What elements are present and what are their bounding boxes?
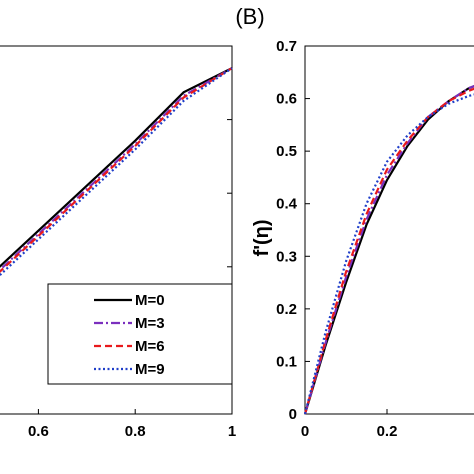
panel-b-axes-box bbox=[304, 45, 474, 415]
panel-b-x-tick-label: 0.2 bbox=[377, 423, 398, 440]
panel-a-legend: M=0 M=3 M=6 M=9 bbox=[47, 283, 233, 385]
panel-b-series-line bbox=[303, 87, 474, 415]
panel-b-y-tick-label: 0.7 bbox=[276, 38, 297, 55]
panel-a-series-line bbox=[0, 67, 233, 272]
legend-entry-label: M=3 bbox=[135, 315, 165, 332]
panel-b-y-tick-label: 0.5 bbox=[276, 143, 297, 160]
panel-b-y-tick-label: 0 bbox=[289, 406, 297, 423]
panel-a-series bbox=[0, 67, 233, 277]
panel-a-series-line bbox=[0, 67, 233, 268]
panel-b-y-tick-label: 0.6 bbox=[276, 91, 297, 108]
panel-b-series-line bbox=[303, 84, 474, 415]
legend-entry-label: M=0 bbox=[135, 292, 165, 309]
panel-a-x-tick-label: 1 bbox=[228, 423, 236, 440]
panel-b-y-tick-label: 0.3 bbox=[276, 248, 297, 265]
panel-a: 0.6 0.8 1 M=0 M=3 M=6 M=9 bbox=[0, 45, 236, 440]
panel-a-series-line bbox=[0, 67, 233, 277]
panel-b-series-line bbox=[303, 93, 474, 415]
panel-a-ticks: 0.6 0.8 1 bbox=[28, 45, 236, 440]
panel-b-x-tick-label: 0 bbox=[301, 423, 309, 440]
panel-b-y-tick-label: 0.1 bbox=[276, 353, 297, 370]
legend-entry-label: M=6 bbox=[135, 338, 165, 355]
panel-b-series-line bbox=[303, 84, 474, 415]
panel-a-axes-box bbox=[0, 45, 233, 415]
legend-box bbox=[47, 283, 233, 385]
legend-entry-label: M=9 bbox=[135, 361, 165, 378]
panel-a-series-line bbox=[0, 67, 233, 274]
panel-a-x-tick-label: 0.6 bbox=[28, 423, 49, 440]
panel-b: (B) 0 0.1 0.2 0.3 0.4 0.5 0.6 0.7 0 0.2 f'(η) bbox=[235, 4, 474, 440]
panel-b-y-axis-label: f'(η) bbox=[251, 220, 273, 257]
panel-b-ticks: 0 0.1 0.2 0.3 0.4 0.5 0.6 0.7 0 0.2 bbox=[276, 38, 397, 440]
panel-b-y-tick-label: 0.2 bbox=[276, 301, 297, 318]
panel-b-y-tick-label: 0.4 bbox=[276, 196, 298, 213]
panel-b-title: (B) bbox=[235, 4, 264, 29]
panel-b-series bbox=[303, 84, 474, 415]
panel-a-x-tick-label: 0.8 bbox=[125, 423, 146, 440]
